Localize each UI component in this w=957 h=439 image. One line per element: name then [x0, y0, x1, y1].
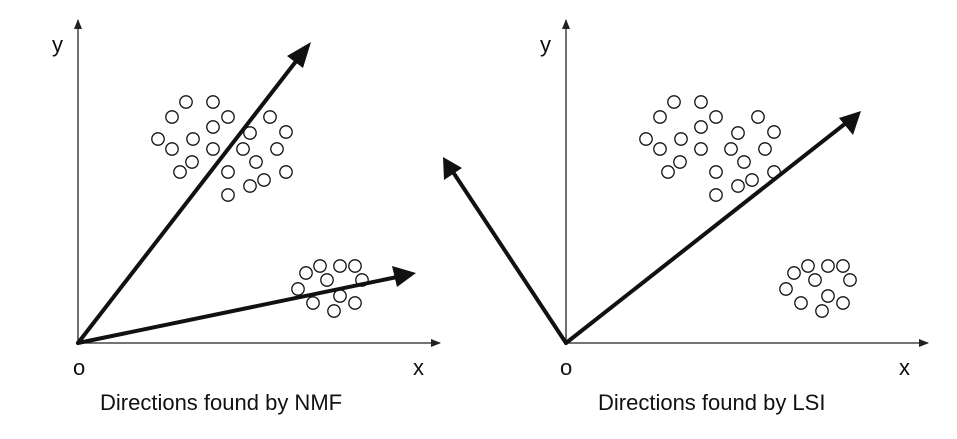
data-point: [724, 142, 738, 156]
direction-vector-1-head: [839, 111, 861, 135]
data-point: [306, 296, 320, 310]
y-axis-label: y: [52, 32, 63, 57]
data-point: [709, 165, 723, 179]
data-point: [291, 282, 305, 296]
data-point: [821, 259, 835, 273]
data-point: [279, 125, 293, 139]
panel-nmf: y x o Directions found by NMF: [52, 19, 441, 415]
data-point: [653, 110, 667, 124]
data-point: [836, 259, 850, 273]
cluster-upper: [639, 95, 781, 202]
panel-lsi: y x o Directions found by LSI: [443, 19, 929, 415]
origin-label: o: [560, 355, 572, 380]
caption-lsi: Directions found by LSI: [598, 390, 825, 415]
data-point: [673, 155, 687, 169]
data-point: [279, 165, 293, 179]
data-point: [731, 179, 745, 193]
data-point: [206, 95, 220, 109]
data-point: [751, 110, 765, 124]
direction-vector-1: [564, 121, 848, 345]
data-point: [836, 296, 850, 310]
data-point: [674, 132, 688, 146]
data-point: [661, 165, 675, 179]
data-point: [348, 259, 362, 273]
direction-vector-1: [76, 58, 299, 345]
caption-nmf: Directions found by NMF: [100, 390, 342, 415]
direction-vector-2-head: [443, 157, 462, 180]
data-point: [758, 142, 772, 156]
data-point: [236, 142, 250, 156]
data-point: [206, 120, 220, 134]
x-axis-label: x: [413, 355, 424, 380]
data-point: [767, 125, 781, 139]
data-point: [206, 142, 220, 156]
data-point: [151, 132, 165, 146]
data-point: [815, 304, 829, 318]
data-point: [186, 132, 200, 146]
data-point: [327, 304, 341, 318]
data-point: [179, 95, 193, 109]
data-point: [257, 173, 271, 187]
data-point: [821, 289, 835, 303]
x-axis-label: x: [899, 355, 910, 380]
data-point: [243, 126, 257, 140]
data-point: [779, 282, 793, 296]
data-point: [737, 155, 751, 169]
data-point: [694, 120, 708, 134]
direction-vector-1-head: [287, 42, 311, 68]
data-point: [221, 110, 235, 124]
data-point: [320, 273, 334, 287]
data-point: [709, 188, 723, 202]
data-point: [263, 110, 277, 124]
data-point: [709, 110, 723, 124]
data-point: [731, 126, 745, 140]
data-point: [843, 273, 857, 287]
data-point: [270, 142, 284, 156]
cluster-lower: [291, 259, 369, 318]
data-point: [165, 142, 179, 156]
direction-vector-2: [76, 274, 404, 345]
data-point: [348, 296, 362, 310]
data-point: [333, 259, 347, 273]
data-point: [787, 266, 801, 280]
direction-vector-2-head: [392, 266, 416, 287]
data-point: [185, 155, 199, 169]
data-point: [801, 259, 815, 273]
data-point: [653, 142, 667, 156]
direction-vector-2: [451, 170, 568, 345]
data-point: [794, 296, 808, 310]
data-point: [299, 266, 313, 280]
data-point: [249, 155, 263, 169]
data-point: [243, 179, 257, 193]
y-axis-label: y: [540, 32, 551, 57]
data-point: [165, 110, 179, 124]
data-point: [221, 188, 235, 202]
data-point: [694, 142, 708, 156]
data-point: [745, 173, 759, 187]
data-point: [667, 95, 681, 109]
cluster-lower: [779, 259, 857, 318]
data-point: [639, 132, 653, 146]
data-point: [694, 95, 708, 109]
data-point: [313, 259, 327, 273]
data-point: [173, 165, 187, 179]
data-point: [808, 273, 822, 287]
cluster-upper: [151, 95, 293, 202]
origin-label: o: [73, 355, 85, 380]
data-point: [221, 165, 235, 179]
